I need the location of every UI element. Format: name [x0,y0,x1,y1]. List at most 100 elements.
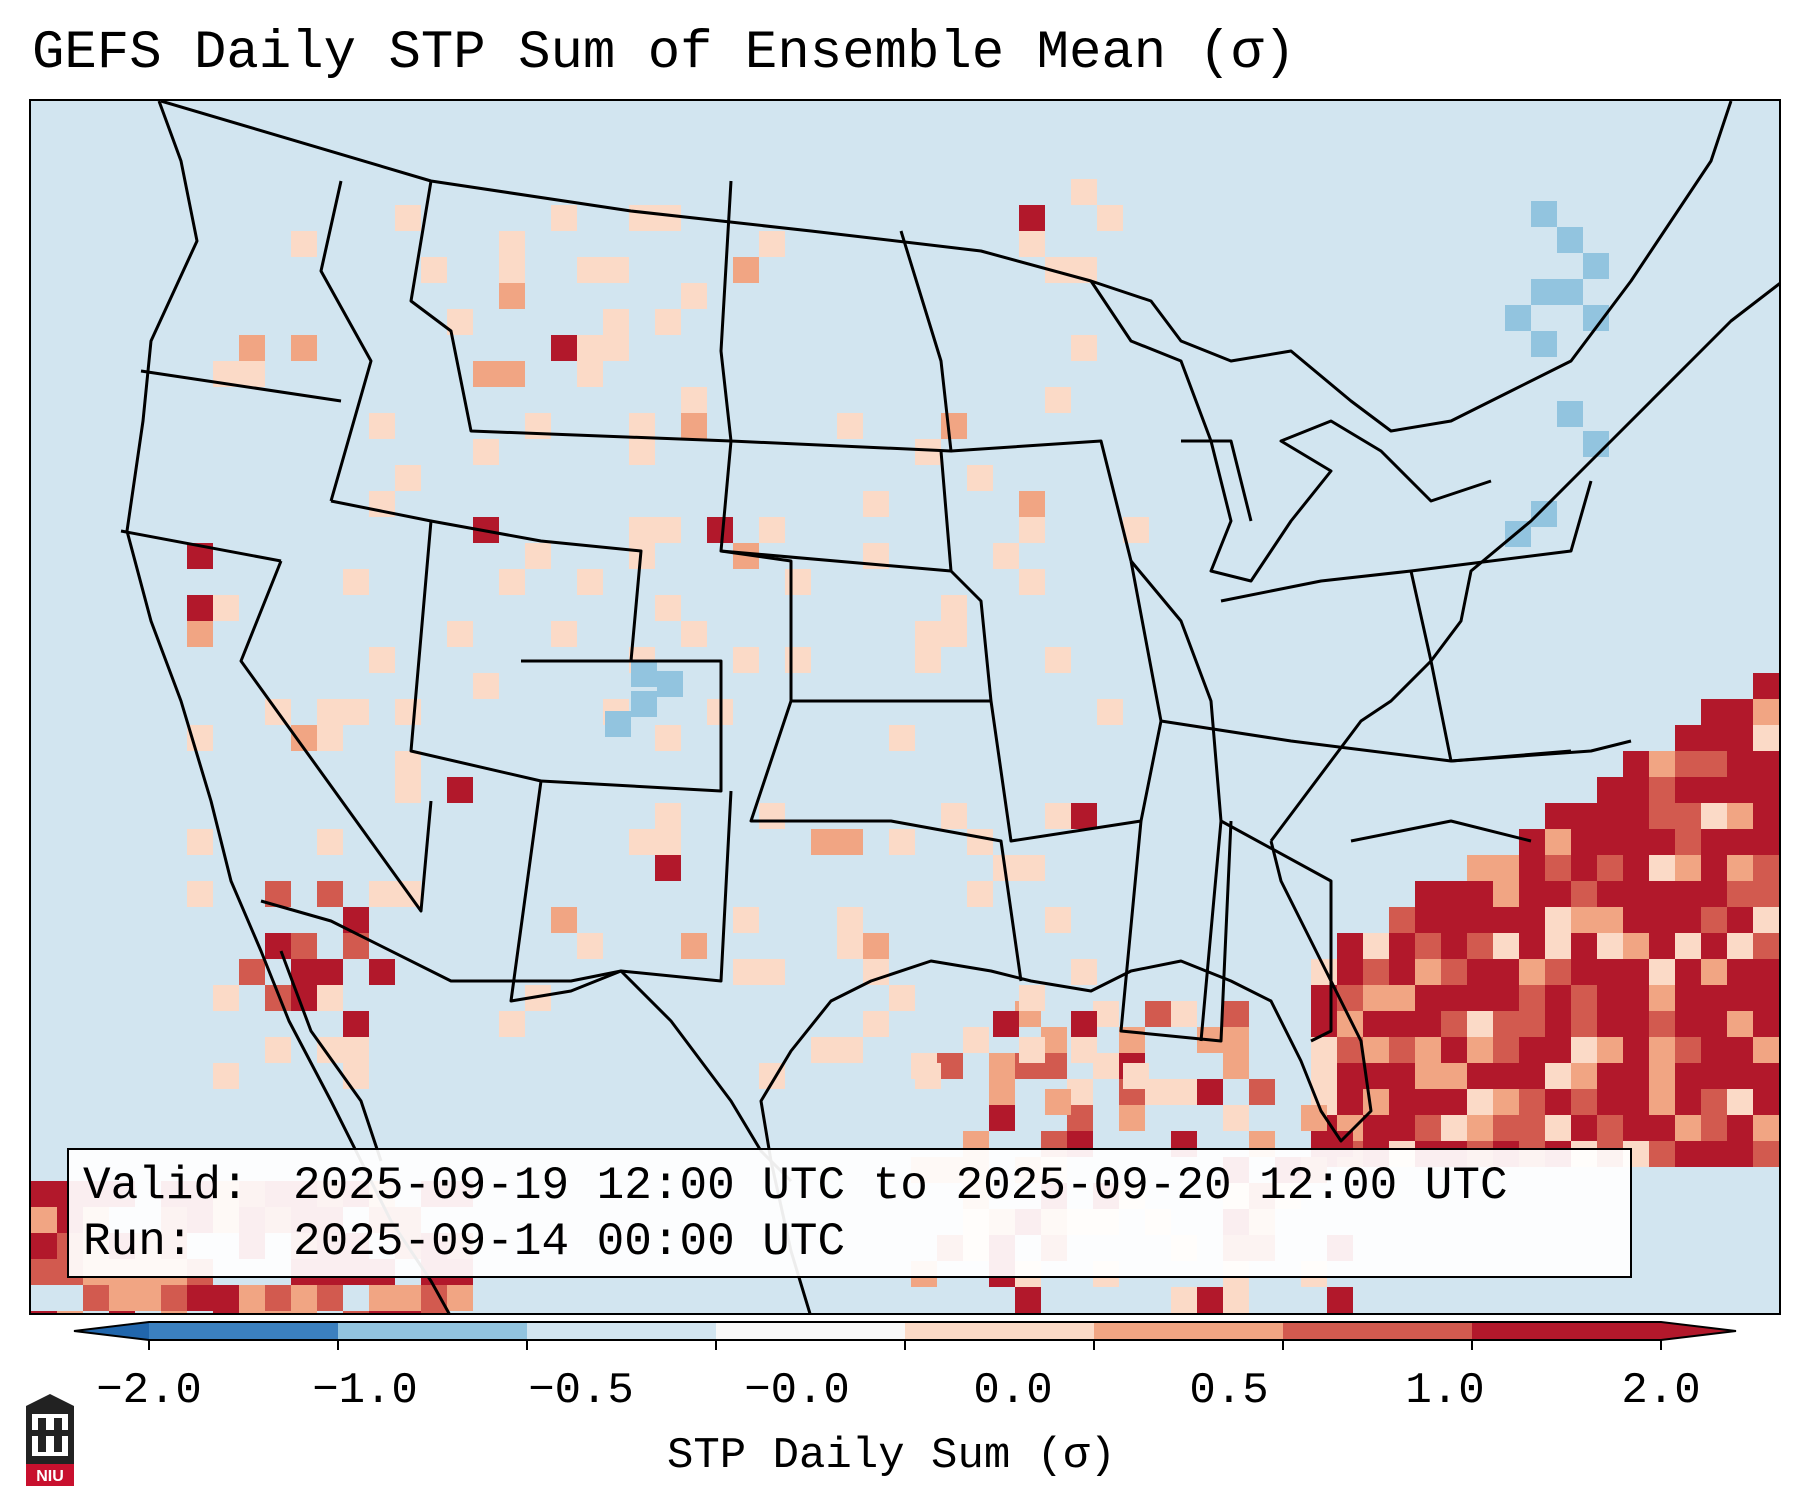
anomaly-cell [1071,803,1097,829]
colorbar-tick: −0.0 [744,1366,850,1416]
anomaly-cell [681,413,707,439]
anomaly-cell [629,413,655,439]
anomaly-cell [1701,907,1727,933]
colorbar-segment [149,1322,339,1340]
anomaly-cell [1145,1313,1171,1315]
anomaly-cell [1779,1011,1781,1037]
anomaly-cell [1519,855,1545,881]
anomaly-cell [1045,1089,1071,1115]
anomaly-cell [1597,1115,1623,1141]
anomaly-cell [1557,227,1583,253]
anomaly-cell [239,1311,265,1313]
anomaly-cell [1493,855,1519,881]
anomaly-cell [317,985,343,1011]
anomaly-cell [395,751,421,777]
anomaly-cell [1649,1011,1675,1037]
anomaly-cell [1545,933,1571,959]
anomaly-cell [1623,959,1649,985]
anomaly-cell [1311,1063,1337,1089]
anomaly-cell [993,543,1019,569]
anomaly-cell [395,777,421,803]
anomaly-cell [1171,1079,1197,1105]
anomaly-cell [1623,1011,1649,1037]
anomaly-cell [1649,881,1675,907]
anomaly-cell [1727,803,1753,829]
anomaly-cell [1727,829,1753,855]
colorbar-extend-high [1661,1322,1736,1340]
anomaly-cell [1389,1011,1415,1037]
state-line-tn-ky [1160,719,1572,763]
baja-coast [279,950,383,1162]
anomaly-cell [1675,1115,1701,1141]
anomaly-cell [1531,331,1557,357]
anomaly-cell [1363,959,1389,985]
anomaly-cell [395,465,421,491]
anomaly-cell [343,1037,369,1063]
anomaly-cell [1337,1037,1363,1063]
anomaly-cell [369,881,395,907]
anomaly-cell [1519,1115,1545,1141]
anomaly-cell [1337,1089,1363,1115]
anomaly-cell [421,257,447,283]
anomaly-cell [989,1313,1015,1315]
state-line-mn-ia [950,439,1133,562]
anomaly-cell [967,881,993,907]
anomaly-cell [239,335,265,361]
anomaly-cell [1441,1037,1467,1063]
anomaly-cell [1301,1105,1327,1131]
anomaly-cell [1727,1037,1753,1063]
anomaly-cell [1623,1063,1649,1089]
anomaly-cell [1493,907,1519,933]
anomaly-cell [915,1063,941,1089]
anomaly-cell [1363,1115,1389,1141]
anomaly-cell [1571,803,1597,829]
anomaly-cell [1623,933,1649,959]
anomaly-cell [1597,1037,1623,1063]
anomaly-cell [1727,1063,1753,1089]
anomaly-cell [1415,1089,1441,1115]
colorbar-segment [1094,1322,1284,1340]
anomaly-cell [1441,1089,1467,1115]
anomaly-cell [1701,855,1727,881]
anomaly-cell [1753,699,1779,725]
anomaly-cell [1675,1089,1701,1115]
state-line-ne-ks [720,549,993,703]
anomaly-cell [1571,1037,1597,1063]
anomaly-cell [631,691,657,717]
anomaly-cell [837,933,863,959]
anomaly-cell [31,1181,57,1207]
anomaly-cell [57,1311,83,1313]
anomaly-cell [1701,1089,1727,1115]
anomaly-cell [1597,777,1623,803]
anomaly-cell [291,335,317,361]
anomaly-cell [1597,959,1623,985]
colorbar-segment [338,1322,528,1340]
anomaly-cell [837,1037,863,1063]
anomaly-cell [1753,985,1779,1011]
anomaly-cell [317,725,343,751]
anomaly-cell [31,1207,57,1233]
anomaly-cell [1545,829,1571,855]
anomaly-cell [1727,1115,1753,1141]
anomaly-cell [161,1311,187,1313]
anomaly-cell [1441,933,1467,959]
anomaly-cell [421,1311,447,1313]
anomaly-cell [265,933,291,959]
anomaly-cell [1519,829,1545,855]
anomaly-cell [499,231,525,257]
anomaly-cell [83,1285,109,1311]
anomaly-cell [213,595,239,621]
logo-text: NIU [36,1468,64,1485]
anomaly-cell [1337,933,1363,959]
anomaly-cell [1649,1141,1675,1167]
anomaly-cell [915,647,941,673]
state-line-id-mt [319,180,373,502]
anomaly-cell [1493,1063,1519,1089]
anomaly-cell [1753,881,1779,907]
anomaly-cell [1701,959,1727,985]
anomaly-cell [1519,1037,1545,1063]
anomaly-cell [395,205,421,231]
anomaly-cell [1779,803,1781,829]
anomaly-cell [577,569,603,595]
anomaly-cell [1597,907,1623,933]
